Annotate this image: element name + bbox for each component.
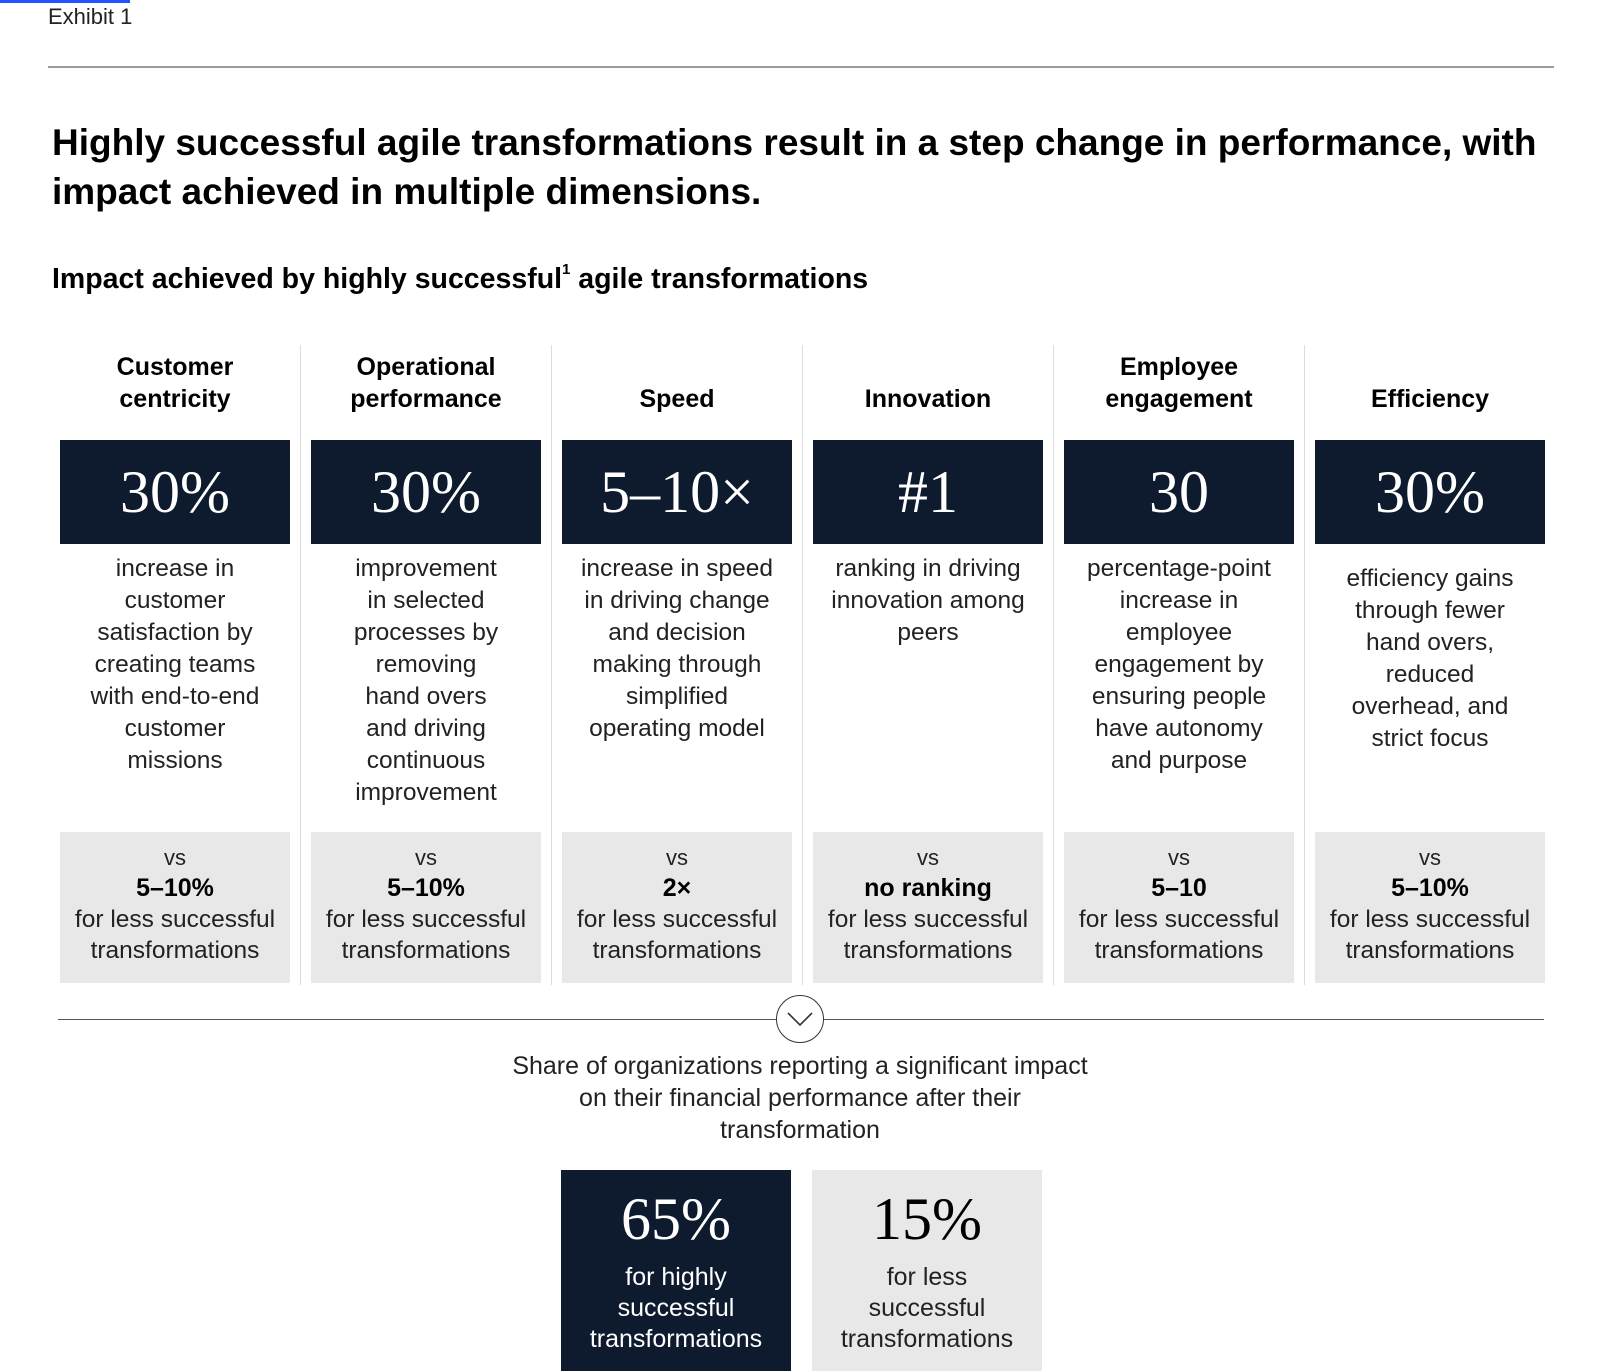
column-divider bbox=[802, 345, 803, 985]
comparison-text: for less successful transformations bbox=[1329, 906, 1531, 964]
comparison-value: 5–10% bbox=[387, 874, 465, 902]
comparison-box: vs 2× for less successful transformation… bbox=[562, 832, 792, 983]
comparison-text: for less successful transformations bbox=[827, 906, 1029, 964]
comparison-box: vs 5–10 for less successful transformati… bbox=[1064, 832, 1294, 983]
column-divider bbox=[300, 345, 301, 985]
column-divider bbox=[551, 345, 552, 985]
comparison-text: for less successful transformations bbox=[576, 906, 778, 964]
column-header: Employee engagement bbox=[1105, 353, 1253, 413]
comparison-value: 5–10% bbox=[136, 874, 214, 902]
stat-description: efficiency gains through fewer hand over… bbox=[1346, 565, 1514, 752]
subtitle-text-after: agile transformations bbox=[570, 263, 869, 295]
stat-description: improvement in selected processes by rem… bbox=[353, 555, 499, 806]
subtitle-text: Impact achieved by highly successful bbox=[52, 263, 563, 295]
less-successful-share-box: 15% for less successful transformations bbox=[812, 1170, 1042, 1371]
stat-box: 30 bbox=[1064, 440, 1294, 544]
comparison-value: no ranking bbox=[864, 874, 992, 902]
column-divider bbox=[1053, 345, 1054, 985]
column-header: Innovation bbox=[864, 385, 992, 413]
highly-successful-share-box: 65% for highly successful transformation… bbox=[561, 1170, 791, 1371]
comparison-box: vs 5–10% for less successful transformat… bbox=[60, 832, 290, 983]
less-successful-share-value: 15% bbox=[872, 1186, 982, 1252]
stat-box: 5–10× bbox=[562, 440, 792, 544]
exhibit-label: Exhibit 1 bbox=[48, 4, 133, 29]
footnote-marker: 1 bbox=[562, 261, 571, 278]
less-successful-share-label: for less successful transformations bbox=[840, 1263, 1014, 1353]
vs-label: vs bbox=[1419, 845, 1441, 870]
stat-box: #1 bbox=[813, 440, 1043, 544]
subtitle: Impact achieved by highly successful1 ag… bbox=[52, 261, 869, 296]
stat-box: 30% bbox=[60, 440, 290, 544]
top-rule bbox=[48, 66, 1554, 68]
top-accent-bar bbox=[0, 0, 130, 3]
vs-label: vs bbox=[666, 845, 688, 870]
comparison-value: 5–10% bbox=[1391, 874, 1469, 902]
comparison-value: 5–10 bbox=[1151, 874, 1207, 902]
column-divider bbox=[1304, 345, 1305, 985]
comparison-value: 2× bbox=[662, 874, 692, 902]
chevron-down-icon bbox=[776, 995, 824, 1043]
vs-label: vs bbox=[415, 845, 437, 870]
column-header: Speed bbox=[639, 385, 715, 413]
vs-label: vs bbox=[917, 845, 939, 870]
comparison-box: vs no ranking for less successful transf… bbox=[813, 832, 1043, 983]
stat-description: ranking in driving innovation among peer… bbox=[831, 555, 1025, 646]
stat-box: 30% bbox=[1315, 440, 1545, 544]
stat-description: increase in speed in driving change and … bbox=[580, 555, 774, 742]
column-header: Efficiency bbox=[1370, 385, 1490, 413]
highly-successful-share-value: 65% bbox=[621, 1186, 731, 1252]
vs-label: vs bbox=[1168, 845, 1190, 870]
comparison-text: for less successful transformations bbox=[325, 906, 527, 964]
main-title: Highly successful agile transformations … bbox=[52, 122, 1537, 212]
highly-successful-share-label: for highly successful transformations bbox=[589, 1263, 763, 1353]
stat-description: increase in customer satisfaction by cre… bbox=[90, 555, 260, 774]
column-header: Customer centricity bbox=[116, 353, 234, 413]
stat-description: percentage-point increase in employee en… bbox=[1087, 555, 1271, 774]
financial-impact-caption: Share of organizations reporting a signi… bbox=[512, 1052, 1088, 1144]
column-header: Operational performance bbox=[350, 353, 502, 413]
stat-box: 30% bbox=[311, 440, 541, 544]
comparison-box: vs 5–10% for less successful transformat… bbox=[1315, 832, 1545, 983]
comparison-box: vs 5–10% for less successful transformat… bbox=[311, 832, 541, 983]
vs-label: vs bbox=[164, 845, 186, 870]
comparison-text: for less successful transformations bbox=[74, 906, 276, 964]
comparison-text: for less successful transformations bbox=[1078, 906, 1280, 964]
